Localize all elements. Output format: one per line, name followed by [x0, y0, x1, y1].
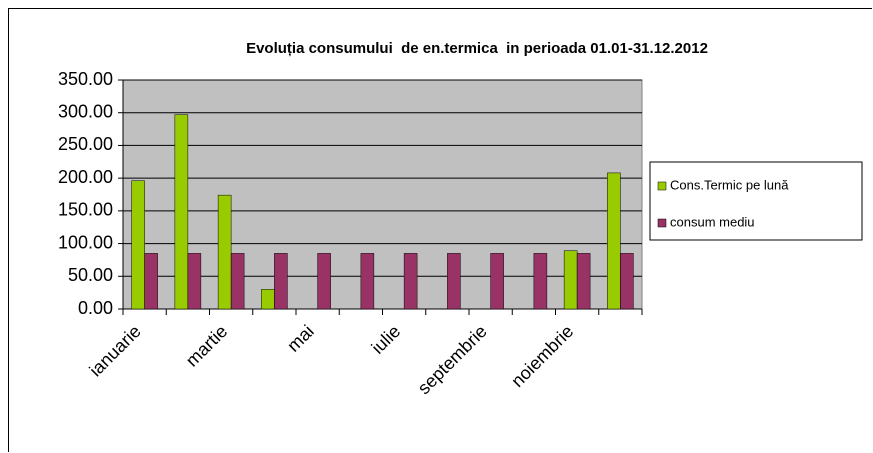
y-tick-label: 200.00	[58, 167, 113, 187]
x-tick-label: iulie	[368, 321, 405, 358]
legend-swatch	[657, 181, 667, 191]
y-tick-label: 250.00	[58, 134, 113, 154]
y-tick-label: 50.00	[68, 265, 113, 285]
bar	[563, 250, 578, 310]
x-tick-label: noiembrie	[507, 321, 577, 391]
bar	[360, 253, 375, 310]
bar	[317, 253, 331, 310]
bar	[261, 289, 275, 310]
bar	[447, 253, 461, 310]
x-tick-label: ianuarie	[85, 321, 144, 380]
bar	[403, 253, 418, 310]
legend-box	[649, 161, 863, 241]
legend-swatch	[657, 218, 667, 228]
bar	[576, 253, 591, 310]
bar	[620, 253, 634, 310]
x-tick-label: septembrie	[414, 321, 491, 398]
y-tick-label: 350.00	[58, 69, 113, 89]
bar	[131, 180, 145, 310]
bar	[187, 253, 202, 310]
y-tick-label: 150.00	[58, 200, 113, 220]
y-tick-label: 300.00	[58, 101, 113, 121]
y-tick-label: 100.00	[58, 232, 113, 252]
bar	[230, 253, 245, 310]
bar	[144, 253, 158, 310]
chart-frame	[8, 8, 872, 452]
legend-label: Cons.Termic pe lună	[670, 177, 789, 192]
bar	[533, 253, 548, 310]
chart-title: Evoluția consumului de en.termica in per…	[246, 40, 708, 57]
bar	[490, 253, 504, 310]
plot-area	[122, 79, 643, 310]
x-tick-label: martie	[182, 321, 232, 371]
bar	[607, 172, 621, 310]
bar	[174, 114, 189, 310]
bar	[274, 253, 288, 310]
bar	[217, 194, 232, 310]
x-tick-label: mai	[283, 321, 318, 356]
legend-label: consum mediu	[670, 214, 755, 229]
y-tick-label: 0.00	[78, 298, 113, 318]
